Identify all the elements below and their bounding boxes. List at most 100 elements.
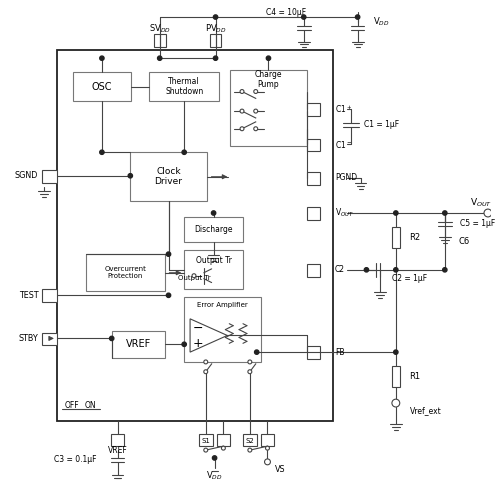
Circle shape	[364, 268, 369, 272]
Circle shape	[166, 252, 171, 256]
Bar	[111, 434, 124, 446]
Text: VS: VS	[276, 465, 286, 474]
Circle shape	[394, 268, 398, 272]
Circle shape	[221, 446, 225, 450]
Circle shape	[443, 268, 447, 272]
Text: R2: R2	[409, 233, 421, 242]
Circle shape	[254, 109, 258, 113]
Circle shape	[213, 56, 218, 60]
Text: C2: C2	[335, 265, 345, 274]
Text: Clock
Driver: Clock Driver	[154, 167, 182, 187]
Text: S2: S2	[245, 438, 254, 444]
Bar	[184, 217, 243, 243]
Text: PV$_{DD}$: PV$_{DD}$	[205, 22, 226, 35]
Bar	[307, 139, 321, 151]
Bar	[392, 226, 400, 248]
Circle shape	[443, 211, 447, 215]
Text: S1: S1	[201, 438, 210, 444]
Circle shape	[212, 456, 217, 460]
Circle shape	[204, 448, 208, 452]
Circle shape	[254, 127, 258, 131]
Bar	[42, 332, 57, 345]
Bar	[392, 366, 400, 387]
Bar	[86, 254, 165, 292]
Text: SGND: SGND	[15, 171, 38, 180]
Circle shape	[182, 342, 186, 347]
Circle shape	[394, 211, 398, 215]
Text: TEST: TEST	[19, 291, 38, 300]
Text: V$_{DD}$: V$_{DD}$	[373, 16, 390, 28]
Text: +: +	[192, 337, 203, 350]
Bar	[210, 34, 221, 48]
Text: Error Amplifier: Error Amplifier	[197, 302, 248, 308]
Text: FB: FB	[335, 347, 345, 357]
Circle shape	[166, 293, 171, 297]
Circle shape	[394, 350, 398, 354]
Circle shape	[240, 109, 244, 113]
Text: VREF: VREF	[126, 339, 151, 349]
Text: V$_{OUT}$: V$_{OUT}$	[470, 197, 492, 209]
Text: C1$^+$: C1$^+$	[335, 104, 352, 115]
Bar	[57, 51, 333, 421]
Circle shape	[484, 209, 492, 217]
Circle shape	[157, 56, 162, 60]
Circle shape	[110, 336, 114, 341]
Circle shape	[254, 89, 258, 93]
Text: Overcurrent
Protection: Overcurrent Protection	[105, 266, 146, 279]
Circle shape	[356, 15, 360, 19]
Bar	[112, 330, 165, 358]
Circle shape	[182, 150, 186, 155]
Text: C3 = 0.1μF: C3 = 0.1μF	[54, 455, 96, 465]
Bar	[149, 72, 219, 101]
Text: R1: R1	[409, 372, 421, 381]
Text: Discharge: Discharge	[194, 225, 233, 234]
Circle shape	[204, 370, 208, 374]
Text: SV$_{DD}$: SV$_{DD}$	[149, 22, 171, 35]
Circle shape	[266, 446, 270, 450]
Bar	[230, 70, 307, 146]
Text: Output Tr: Output Tr	[196, 256, 231, 264]
Text: C1$^-$: C1$^-$	[335, 139, 352, 150]
Circle shape	[211, 211, 216, 215]
Circle shape	[100, 56, 104, 60]
Bar	[73, 72, 131, 101]
Text: C2 = 1μF: C2 = 1μF	[392, 274, 427, 283]
Text: V$_{DD}$: V$_{DD}$	[206, 469, 223, 482]
Circle shape	[240, 127, 244, 131]
Circle shape	[248, 370, 252, 374]
Circle shape	[204, 360, 208, 364]
Bar	[307, 207, 321, 220]
Text: PGND: PGND	[335, 173, 357, 182]
Text: Charge
Pump: Charge Pump	[255, 70, 282, 89]
Text: Thermal
Shutdown: Thermal Shutdown	[165, 77, 203, 96]
Bar	[130, 152, 207, 201]
Circle shape	[100, 150, 104, 155]
Text: −: −	[193, 322, 203, 335]
Text: OSC: OSC	[92, 82, 112, 91]
Text: Output Tr: Output Tr	[178, 275, 210, 281]
Bar	[307, 103, 321, 116]
Circle shape	[128, 174, 132, 178]
Circle shape	[240, 89, 244, 93]
Text: ON: ON	[84, 400, 96, 410]
Bar	[307, 264, 321, 277]
Bar	[307, 346, 321, 359]
Bar	[184, 250, 243, 290]
Bar	[184, 297, 261, 362]
Text: V$_{OUT}$: V$_{OUT}$	[335, 207, 354, 219]
Bar	[261, 434, 275, 446]
Circle shape	[248, 360, 252, 364]
Bar	[243, 434, 257, 446]
Circle shape	[267, 56, 271, 60]
Bar	[42, 170, 57, 183]
Bar	[199, 434, 212, 446]
Circle shape	[255, 350, 259, 354]
Circle shape	[302, 15, 306, 19]
Bar	[42, 290, 57, 302]
Circle shape	[213, 15, 218, 19]
Text: C1 = 1μF: C1 = 1μF	[365, 121, 400, 129]
Bar	[216, 434, 230, 446]
Text: STBY: STBY	[19, 334, 38, 343]
Text: Vref_ext: Vref_ext	[409, 406, 441, 416]
Text: C6: C6	[458, 237, 470, 246]
